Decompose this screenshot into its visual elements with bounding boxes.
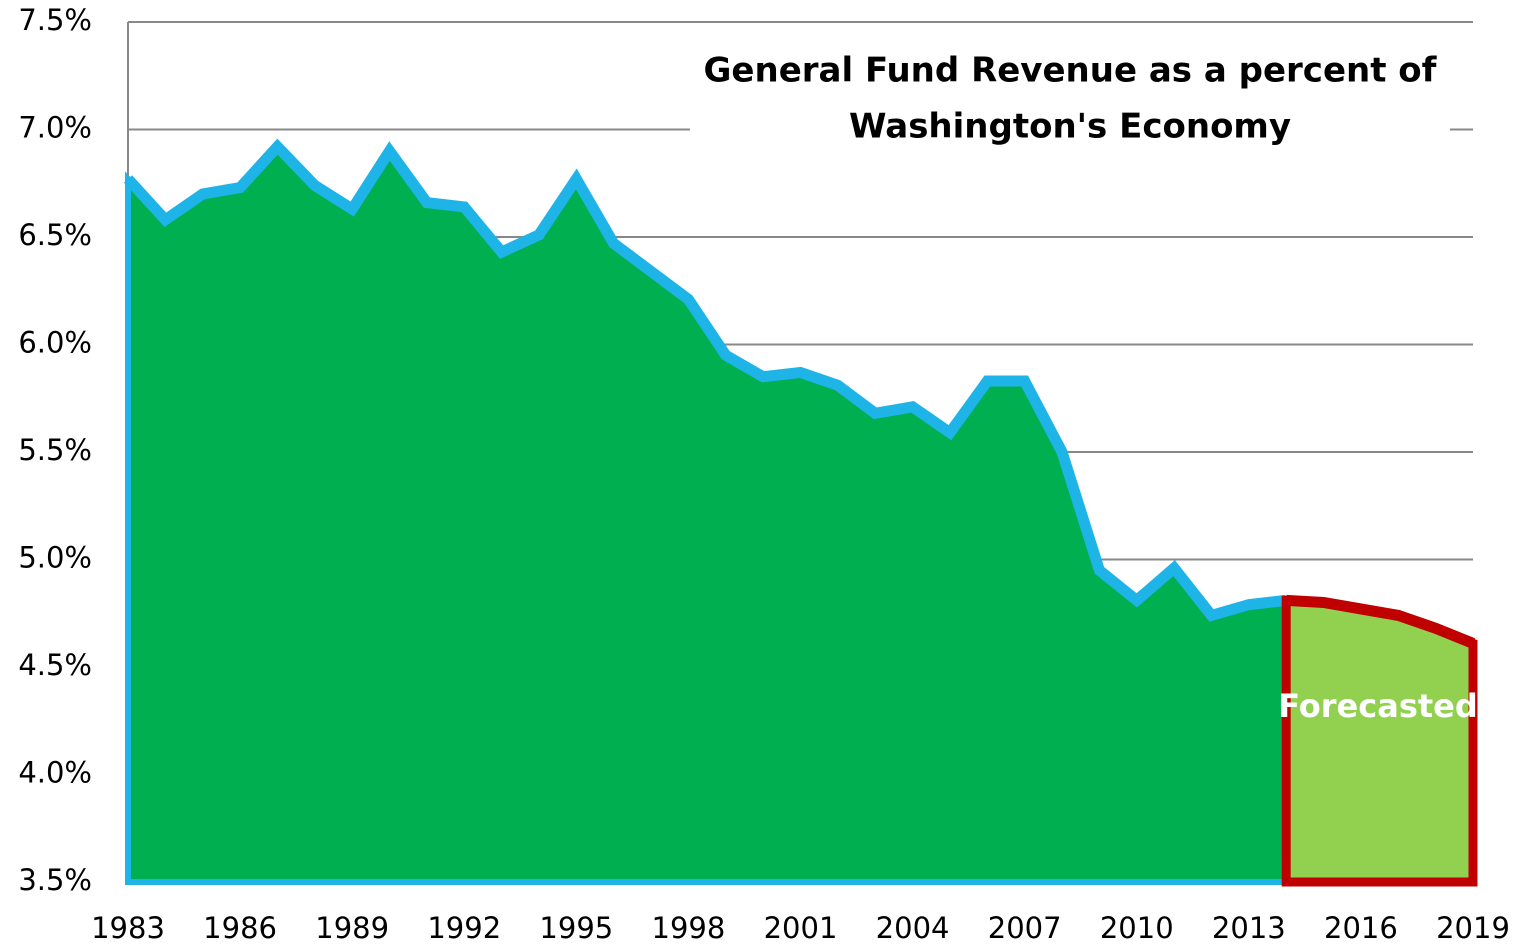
annotation: Forecasted [1278, 687, 1478, 725]
area-fill [125, 142, 1290, 885]
area-line [123, 138, 1287, 622]
y-tick-label: 7.0% [18, 111, 92, 145]
y-tick-label: 5.0% [18, 541, 92, 575]
chart-title: General Fund Revenue as a percent of [704, 51, 1438, 91]
x-tick-label: 1998 [652, 911, 726, 945]
title-background [690, 40, 1450, 160]
x-tick-label: 2004 [876, 911, 950, 945]
x-tick-label: 2016 [1324, 911, 1398, 945]
x-tick-label: 1995 [539, 911, 613, 945]
chart-title: Washington's Economy [849, 107, 1291, 147]
y-tick-label: 6.5% [18, 218, 92, 252]
x-tick-label: 2010 [1100, 911, 1174, 945]
y-tick-label: 4.0% [18, 756, 92, 790]
y-tick-label: 7.5% [18, 3, 92, 37]
y-tick-label: 5.5% [18, 433, 92, 467]
area-line [1285, 594, 1476, 649]
x-tick-label: 2019 [1436, 911, 1510, 945]
y-tick-label: 4.5% [18, 648, 92, 682]
x-tick-label: 1992 [427, 911, 501, 945]
y-tick-label: 3.5% [18, 863, 92, 897]
x-tick-label: 2007 [988, 911, 1062, 945]
x-tick-label: 2013 [1212, 911, 1286, 945]
x-tick-label: 2001 [764, 911, 838, 945]
x-tick-label: 1989 [315, 911, 389, 945]
x-tick-label: 1983 [91, 911, 165, 945]
x-tick-label: 1986 [203, 911, 277, 945]
area-fill [1281, 595, 1478, 887]
y-tick-label: 6.0% [18, 326, 92, 360]
